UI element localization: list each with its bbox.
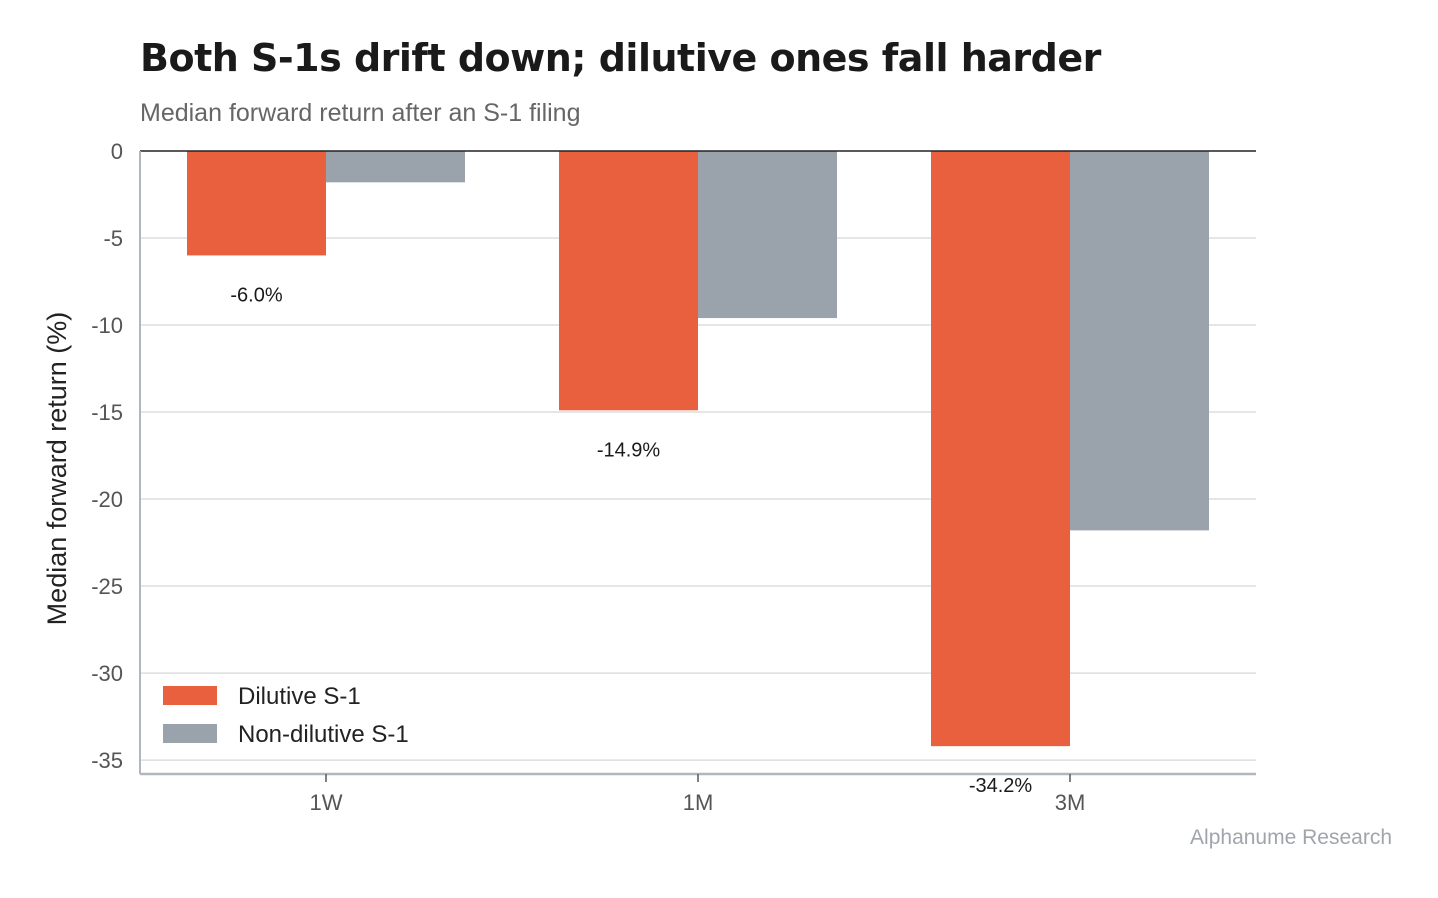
- bar-non-dilutive: [326, 151, 465, 183]
- bar-non-dilutive: [1070, 151, 1209, 531]
- bars: [187, 151, 1209, 747]
- bar-dilutive: [559, 151, 698, 411]
- data-labels: -6.0% -14.9% -34.2%: [230, 284, 1032, 797]
- y-tick-label: -5: [103, 226, 123, 251]
- legend-label: Non-dilutive S-1: [238, 721, 409, 748]
- source-credit: Alphanume Research: [1190, 826, 1392, 849]
- x-tick-label: 1W: [310, 790, 343, 815]
- y-axis-title: Median forward return (%): [42, 312, 72, 626]
- data-label: -6.0%: [230, 284, 282, 306]
- y-tick-label: 0: [111, 139, 123, 164]
- y-tick-label: -30: [91, 661, 123, 686]
- data-label: -34.2%: [969, 775, 1033, 797]
- y-tick-label: -10: [91, 313, 123, 338]
- bar-non-dilutive: [698, 151, 837, 319]
- x-tick-label: 1M: [683, 790, 714, 815]
- y-tick-label: -15: [91, 400, 123, 425]
- y-tick-label: -25: [91, 574, 123, 599]
- x-tick-label: 3M: [1055, 790, 1086, 815]
- chart-subtitle: Median forward return after an S-1 filin…: [140, 99, 581, 127]
- legend-swatch: [163, 724, 217, 743]
- axes: 0 -5 -10 -15 -20 -25 -30 -35 1W 1M 3M: [91, 139, 1256, 815]
- bar-dilutive: [931, 151, 1070, 747]
- chart-title: Both S-1s drift down; dilutive ones fall…: [140, 36, 1101, 80]
- bar-dilutive: [187, 151, 326, 256]
- legend: Dilutive S-1 Non-dilutive S-1: [163, 683, 409, 748]
- legend-swatch: [163, 686, 217, 705]
- y-tick-label: -20: [91, 487, 123, 512]
- data-label: -14.9%: [597, 439, 661, 461]
- y-tick-label: -35: [91, 748, 123, 773]
- legend-label: Dilutive S-1: [238, 683, 361, 710]
